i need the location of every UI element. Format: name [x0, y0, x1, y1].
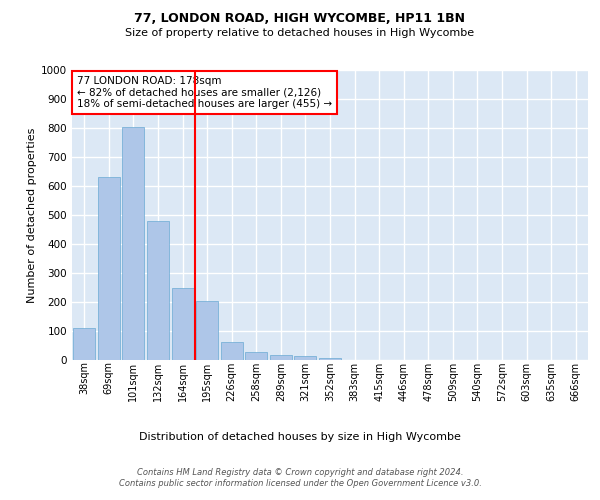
Bar: [295, 356, 316, 360]
Bar: [270, 355, 292, 360]
Text: 77, LONDON ROAD, HIGH WYCOMBE, HP11 1BN: 77, LONDON ROAD, HIGH WYCOMBE, HP11 1BN: [134, 12, 466, 26]
Bar: [147, 221, 169, 360]
Bar: [122, 126, 145, 360]
Bar: [98, 178, 120, 360]
Bar: [73, 328, 95, 360]
Bar: [319, 358, 341, 360]
Bar: [196, 300, 218, 360]
Bar: [172, 288, 194, 360]
Text: 77 LONDON ROAD: 178sqm
← 82% of detached houses are smaller (2,126)
18% of semi-: 77 LONDON ROAD: 178sqm ← 82% of detached…: [77, 76, 332, 109]
Bar: [221, 342, 243, 360]
Text: Distribution of detached houses by size in High Wycombe: Distribution of detached houses by size …: [139, 432, 461, 442]
Bar: [245, 352, 268, 360]
Y-axis label: Number of detached properties: Number of detached properties: [27, 128, 37, 302]
Text: Size of property relative to detached houses in High Wycombe: Size of property relative to detached ho…: [125, 28, 475, 38]
Text: Contains HM Land Registry data © Crown copyright and database right 2024.
Contai: Contains HM Land Registry data © Crown c…: [119, 468, 481, 487]
